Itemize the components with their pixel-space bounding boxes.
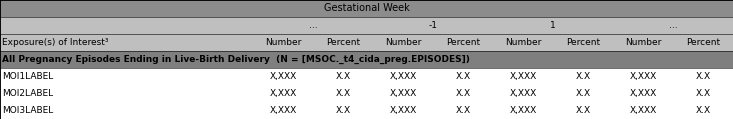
Text: Percent: Percent (326, 38, 360, 47)
Text: X.X: X.X (696, 106, 710, 115)
Bar (0, 102, 733, 119)
Bar (0, 68, 733, 85)
Text: Percent: Percent (446, 38, 480, 47)
Text: MOI3LABEL: MOI3LABEL (2, 106, 54, 115)
Text: ...: ... (668, 21, 677, 30)
Text: X,XXX: X,XXX (630, 106, 657, 115)
Text: X,XXX: X,XXX (389, 89, 416, 98)
Text: X.X: X.X (455, 89, 471, 98)
Text: X.X: X.X (455, 106, 471, 115)
Text: X.X: X.X (575, 89, 591, 98)
Text: X.X: X.X (335, 72, 350, 81)
Text: X,XXX: X,XXX (269, 106, 297, 115)
Text: X,XXX: X,XXX (269, 89, 297, 98)
Text: X,XXX: X,XXX (269, 72, 297, 81)
Text: Number: Number (625, 38, 661, 47)
Bar (0, 85, 733, 102)
Text: ...: ... (309, 21, 317, 30)
Text: X.X: X.X (455, 72, 471, 81)
Text: MOI2LABEL: MOI2LABEL (2, 89, 54, 98)
Text: X,XXX: X,XXX (389, 106, 416, 115)
Text: Percent: Percent (566, 38, 600, 47)
Text: X,XXX: X,XXX (630, 89, 657, 98)
Bar (0, 51, 733, 68)
Text: -1: -1 (428, 21, 438, 30)
Text: X.X: X.X (696, 72, 710, 81)
Text: X.X: X.X (335, 106, 350, 115)
Text: X.X: X.X (575, 72, 591, 81)
Text: Number: Number (505, 38, 541, 47)
Text: All Pregnancy Episodes Ending in Live-Birth Delivery  (N = [MSOC._t4_cida_preg.E: All Pregnancy Episodes Ending in Live-Bi… (2, 55, 470, 64)
Text: X.X: X.X (335, 89, 350, 98)
Bar (0, 0, 733, 17)
Text: MOI1LABEL: MOI1LABEL (2, 72, 54, 81)
Text: X,XXX: X,XXX (630, 72, 657, 81)
Text: X.X: X.X (575, 106, 591, 115)
Text: X,XXX: X,XXX (509, 89, 537, 98)
Text: 1: 1 (550, 21, 556, 30)
Bar (0, 34, 733, 51)
Text: X.X: X.X (696, 89, 710, 98)
Text: X,XXX: X,XXX (509, 106, 537, 115)
Text: X,XXX: X,XXX (389, 72, 416, 81)
Text: Number: Number (385, 38, 421, 47)
Text: Number: Number (265, 38, 301, 47)
Text: Exposure(s) of Interest³: Exposure(s) of Interest³ (2, 38, 108, 47)
Text: X,XXX: X,XXX (509, 72, 537, 81)
Bar (0, 17, 733, 34)
Text: Gestational Week: Gestational Week (324, 3, 409, 13)
Text: Percent: Percent (686, 38, 720, 47)
